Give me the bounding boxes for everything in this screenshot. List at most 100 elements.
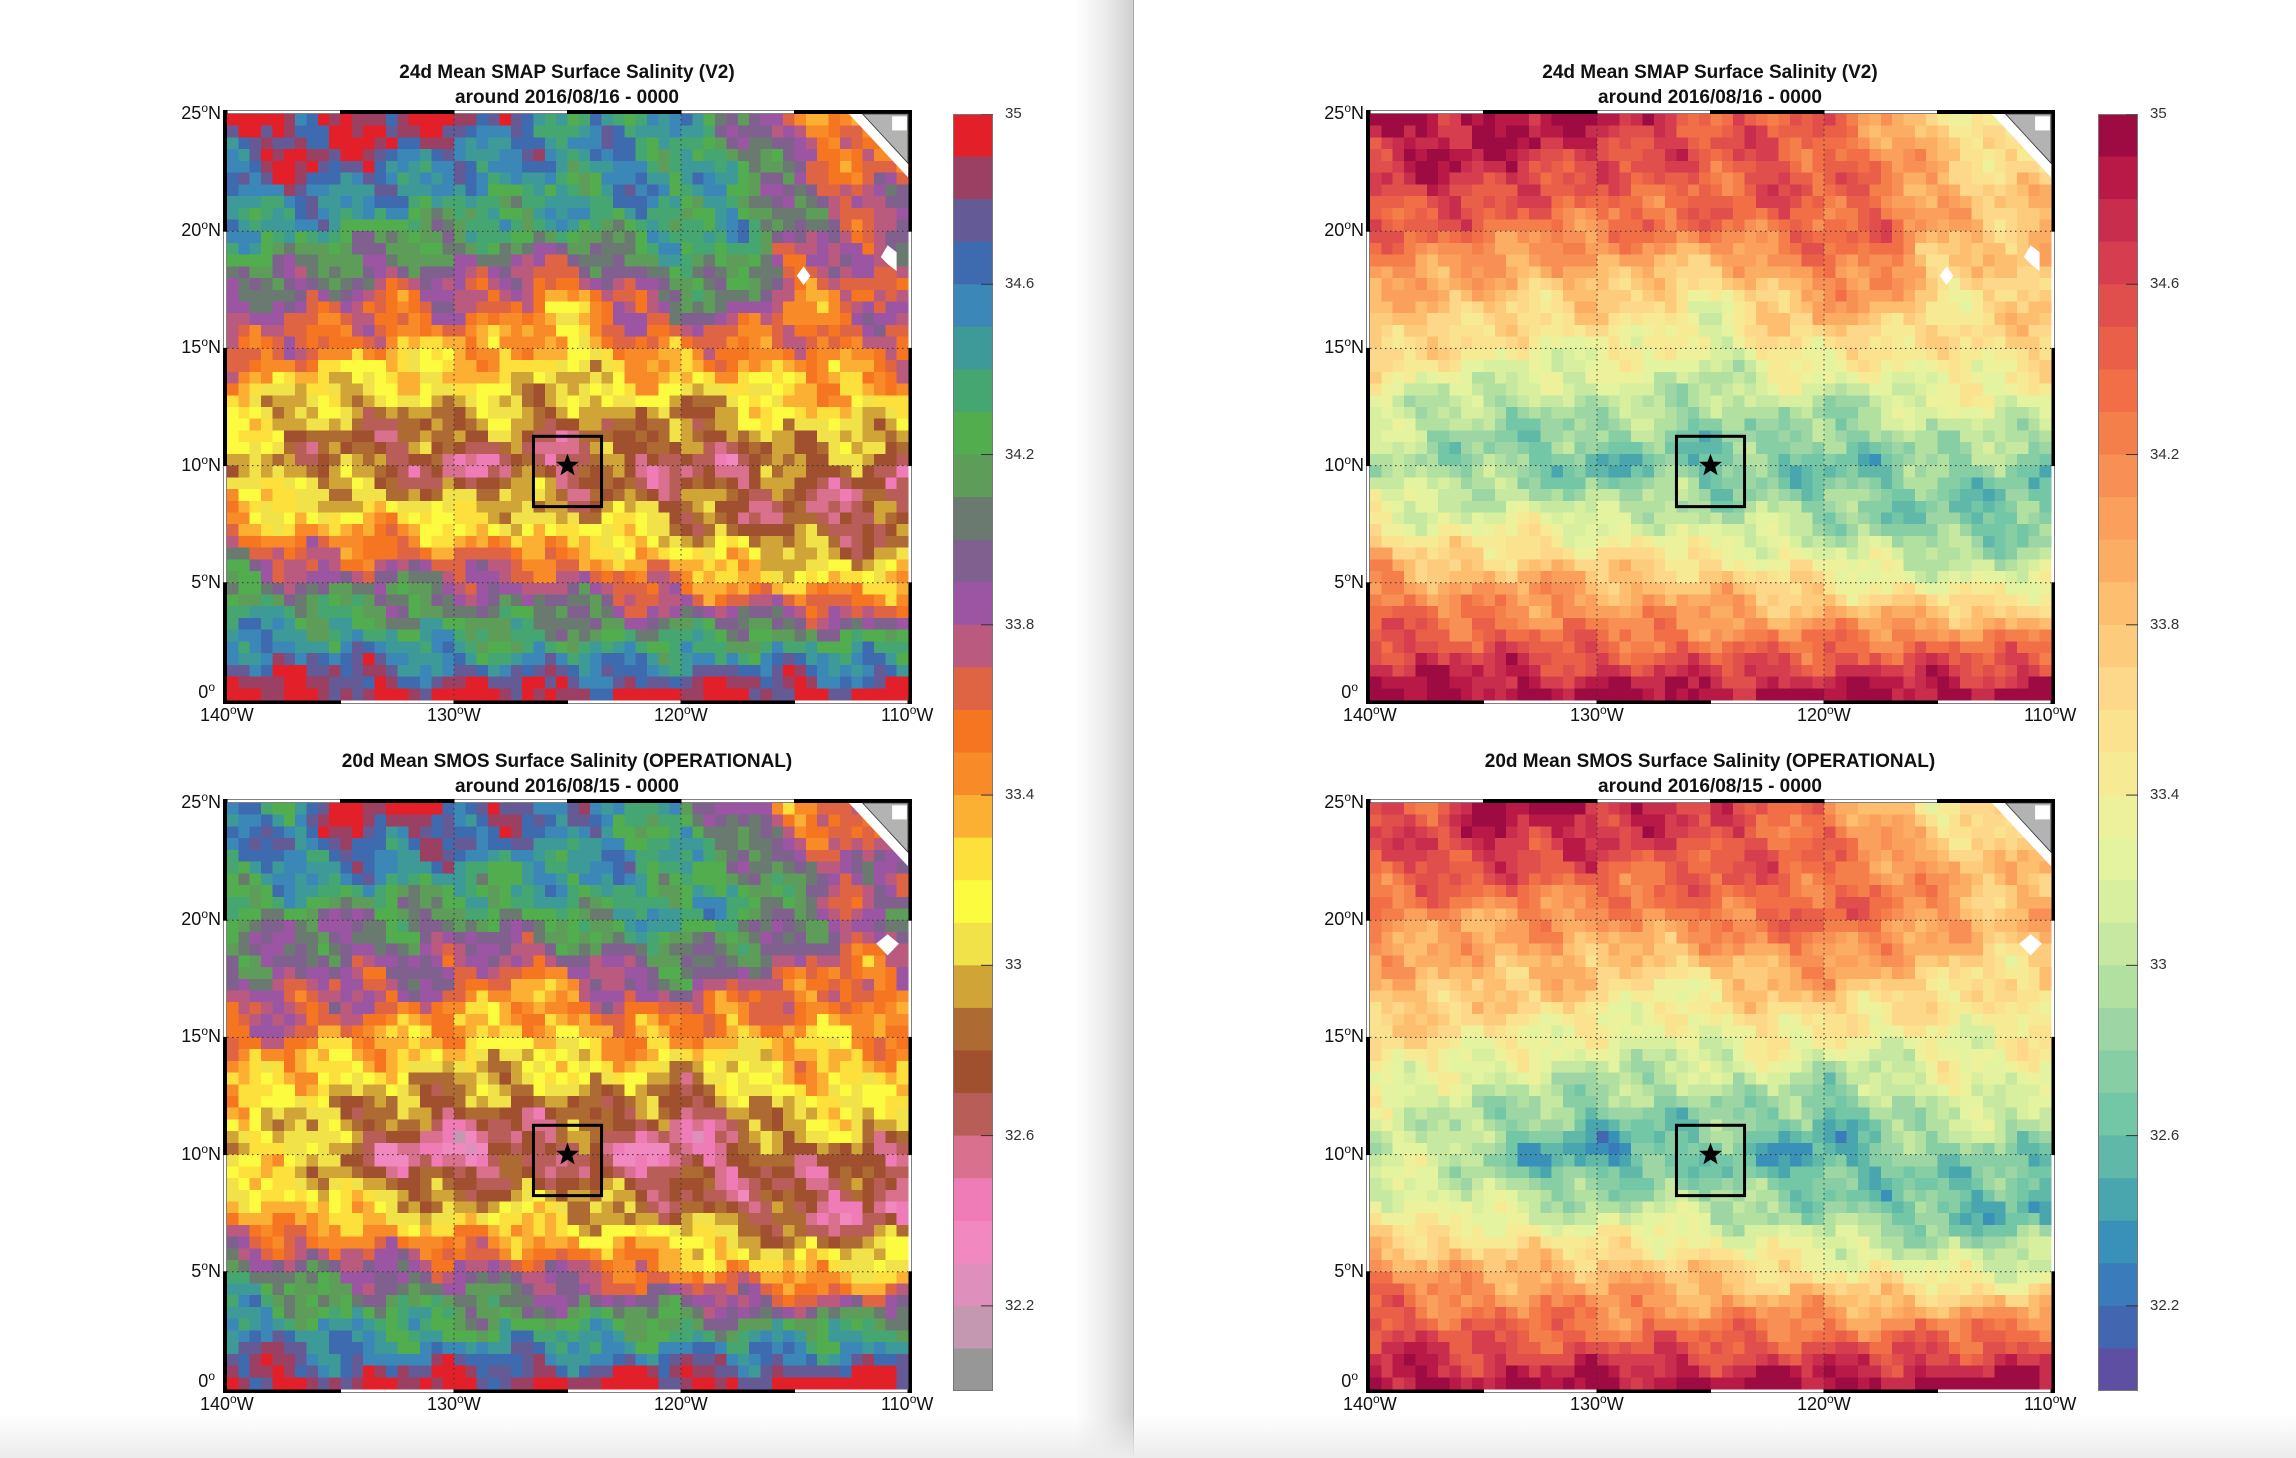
field-cell [1528,242,1541,256]
field-cell [1392,395,1405,408]
field-cell [1562,324,1575,338]
field-cell [1574,465,1587,478]
field-cell [544,172,557,185]
field-cell [885,289,898,303]
field-cell [454,114,466,127]
field-cell [817,371,830,385]
field-cell [590,219,603,232]
field-cell [839,535,852,549]
field-cell [896,383,909,396]
field-cell [635,336,648,349]
field-cell [1597,324,1609,338]
field-cell [476,547,489,560]
field-cell [737,219,750,232]
field-cell [1778,196,1791,209]
field-cell [658,231,671,244]
field-cell [760,266,773,279]
field-cell [272,641,285,654]
field-cell [329,289,342,303]
field-cell [817,231,830,244]
field-cell [1801,125,1814,139]
field-cell [737,196,750,209]
field-cell [272,289,285,303]
field-cell [340,172,353,185]
field-cell [249,266,262,279]
field-cell [760,114,773,127]
field-cell [1540,231,1553,244]
field-cell [1574,430,1587,443]
field-cell [1835,395,1848,408]
field-cell [1574,383,1587,396]
field-cell [851,324,864,338]
field-cell [1494,254,1507,267]
field-cell [476,313,489,326]
field-cell [624,242,637,256]
field-cell [760,571,773,584]
field-cell [442,207,455,221]
field-cell [1948,207,1961,221]
field-cell [419,324,432,338]
field-cell [862,489,875,502]
field-cell [465,442,478,455]
field-cell [1733,242,1746,256]
field-cell [374,160,387,174]
field-cell [2028,301,2041,314]
field-cell [1778,266,1791,279]
field-cell [306,629,319,642]
field-cell [442,664,455,678]
field-cell [862,395,875,408]
field-cell [703,688,716,701]
field-cell [499,160,512,174]
field-cell [1824,149,1836,162]
field-cell [329,137,342,150]
field-cell [431,653,444,666]
field-cell [760,676,773,689]
field-cell [851,547,864,560]
field-cell [306,465,319,478]
field-cell [1562,266,1575,279]
field-cell [794,524,807,537]
field-cell [885,641,898,654]
field-cell [283,266,296,279]
field-cell [351,172,364,185]
field-cell [771,407,784,420]
field-cell [601,676,614,689]
field-cell [556,535,569,549]
field-cell [612,231,625,244]
field-cell [1619,114,1632,127]
field-cell [646,512,659,525]
field-cell [1699,407,1712,420]
field-cell [805,629,818,642]
field-cell [1903,289,1916,303]
field-cell [805,559,818,572]
field-cell [1994,231,2007,244]
field-cell [1381,313,1394,326]
field-cell [351,688,364,701]
field-cell [1937,360,1950,373]
field-cell [828,324,841,338]
field-cell [1835,418,1848,432]
field-cell [385,395,398,408]
field-cell [351,266,364,279]
field-cell [340,383,353,396]
field-cell [544,629,557,642]
field-cell [1631,231,1643,244]
field-cell [385,524,398,537]
field-cell [544,266,557,279]
field-cell [2005,278,2018,291]
field-cell [306,688,319,701]
field-cell [1789,219,1802,232]
field-cell [476,559,489,572]
field-cell [272,500,285,514]
field-cell [1858,395,1870,408]
field-cell [1540,430,1553,443]
field-cell [1404,489,1416,502]
field-cell [1438,395,1451,408]
field-cell [1835,442,1848,455]
field-cell [1642,114,1655,127]
field-cell [726,242,739,256]
field-cell [306,137,319,150]
field-cell [522,184,535,197]
field-cell [488,383,500,396]
field-cell [1937,418,1950,432]
